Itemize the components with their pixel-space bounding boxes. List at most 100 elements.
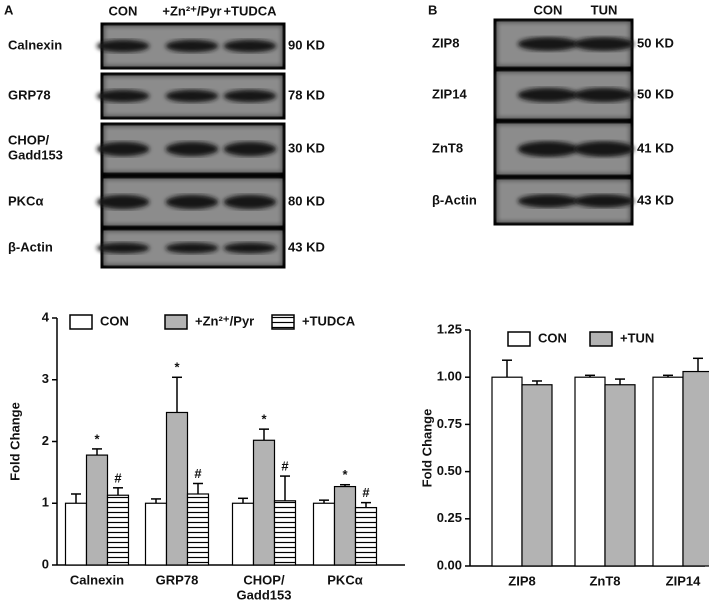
blot-band xyxy=(223,39,277,53)
x-tick-label: ZIP8 xyxy=(508,573,535,588)
bar xyxy=(252,439,276,566)
x-tick-label: ZIP14 xyxy=(666,573,701,588)
row-size: 50 KD xyxy=(637,86,674,101)
legend-swatch xyxy=(69,314,93,330)
row-name: ZIP8 xyxy=(432,35,459,50)
y-tick-label: 0.75 xyxy=(437,416,462,431)
blot-band xyxy=(223,242,277,254)
lane-label: +Zn²⁺/Pyr xyxy=(162,3,221,18)
row-name: β-Actin xyxy=(8,239,53,254)
y-tick-label: 0.50 xyxy=(437,463,462,478)
blot-band xyxy=(517,194,579,208)
y-tick-label: 0.25 xyxy=(437,510,462,525)
row-size: 90 KD xyxy=(288,37,325,52)
significance-mark: # xyxy=(114,470,122,485)
blot-band xyxy=(96,141,150,157)
legend-swatch xyxy=(589,331,613,347)
blot-band xyxy=(96,242,150,254)
blot-band xyxy=(165,39,219,53)
blot-band xyxy=(223,141,277,157)
x-tick-label: PKCα xyxy=(327,572,362,587)
row-name: ZnT8 xyxy=(432,140,463,155)
significance-mark: * xyxy=(94,431,100,446)
bar xyxy=(491,376,523,567)
bar xyxy=(106,494,130,566)
significance-mark: # xyxy=(362,485,370,500)
blot-band xyxy=(165,194,219,210)
row-name: β-Actin xyxy=(432,192,477,207)
bar xyxy=(604,384,636,567)
blot-band xyxy=(573,194,635,208)
row-name: PKCα xyxy=(8,193,43,208)
significance-mark: # xyxy=(281,459,289,474)
x-tick-label: CHOP/Gadd153 xyxy=(237,573,292,602)
row-size: 30 KD xyxy=(288,140,325,155)
y-tick-label: 0.00 xyxy=(437,557,462,572)
blot-band xyxy=(573,37,635,51)
legend-label: +TUN xyxy=(620,330,654,345)
bar xyxy=(521,384,553,567)
legend-label: +TUDCA xyxy=(302,313,356,328)
lane-label: +TUDCA xyxy=(223,3,277,18)
legend-swatch xyxy=(507,331,531,347)
blot-band xyxy=(165,141,219,157)
bar xyxy=(144,502,168,566)
legend-label: +Zn²⁺/Pyr xyxy=(195,313,254,328)
legend-swatch xyxy=(164,314,188,330)
panel-label: B xyxy=(428,2,437,17)
blot-band xyxy=(165,89,219,103)
y-axis-title: Fold Change xyxy=(419,409,434,488)
blot-band xyxy=(165,242,219,254)
blot-band xyxy=(96,39,150,53)
significance-mark: * xyxy=(342,467,348,482)
bar xyxy=(64,502,88,566)
blot-band xyxy=(573,141,635,157)
y-tick-label: 4 xyxy=(42,309,50,324)
bar xyxy=(186,493,210,566)
blot-band xyxy=(96,89,150,103)
blot-band xyxy=(517,87,579,103)
bar xyxy=(85,454,109,566)
row-name: CHOP/Gadd153 xyxy=(8,133,63,163)
significance-mark: # xyxy=(194,466,202,481)
row-size: 80 KD xyxy=(288,193,325,208)
legend-label: CON xyxy=(100,313,129,328)
y-tick-label: 3 xyxy=(42,371,49,386)
y-tick-label: 0 xyxy=(42,556,49,571)
row-size: 78 KD xyxy=(288,87,325,102)
bar xyxy=(333,485,357,566)
blot-band xyxy=(517,37,579,51)
y-tick-label: 1 xyxy=(42,495,49,510)
panel-label: A xyxy=(4,2,14,17)
bar xyxy=(273,500,297,566)
blot-band xyxy=(223,89,277,103)
x-tick-label: GRP78 xyxy=(156,572,199,587)
row-name: GRP78 xyxy=(8,87,51,102)
bar xyxy=(312,502,336,566)
x-tick-label: Calnexin xyxy=(70,572,124,587)
lane-label: CON xyxy=(109,3,138,18)
bar xyxy=(354,506,378,566)
blot-band xyxy=(517,141,579,157)
y-axis-title: Fold Change xyxy=(7,402,22,481)
legend-swatch xyxy=(271,314,295,330)
row-name: Calnexin xyxy=(8,37,62,52)
lane-label: CON xyxy=(534,2,563,17)
row-size: 41 KD xyxy=(637,140,674,155)
blot-band xyxy=(573,87,635,103)
legend-label: CON xyxy=(538,330,567,345)
row-size: 50 KD xyxy=(637,35,674,50)
bar xyxy=(165,411,189,566)
row-size: 43 KD xyxy=(637,192,674,207)
y-tick-label: 1.00 xyxy=(437,369,462,384)
significance-mark: * xyxy=(174,360,180,375)
blot-band xyxy=(96,194,150,210)
y-tick-label: 1.25 xyxy=(437,321,462,336)
bar xyxy=(574,376,606,567)
blot-band xyxy=(223,194,277,210)
lane-label: TUN xyxy=(591,2,618,17)
row-name: ZIP14 xyxy=(432,86,467,101)
bar xyxy=(682,370,709,567)
bar xyxy=(652,376,684,567)
